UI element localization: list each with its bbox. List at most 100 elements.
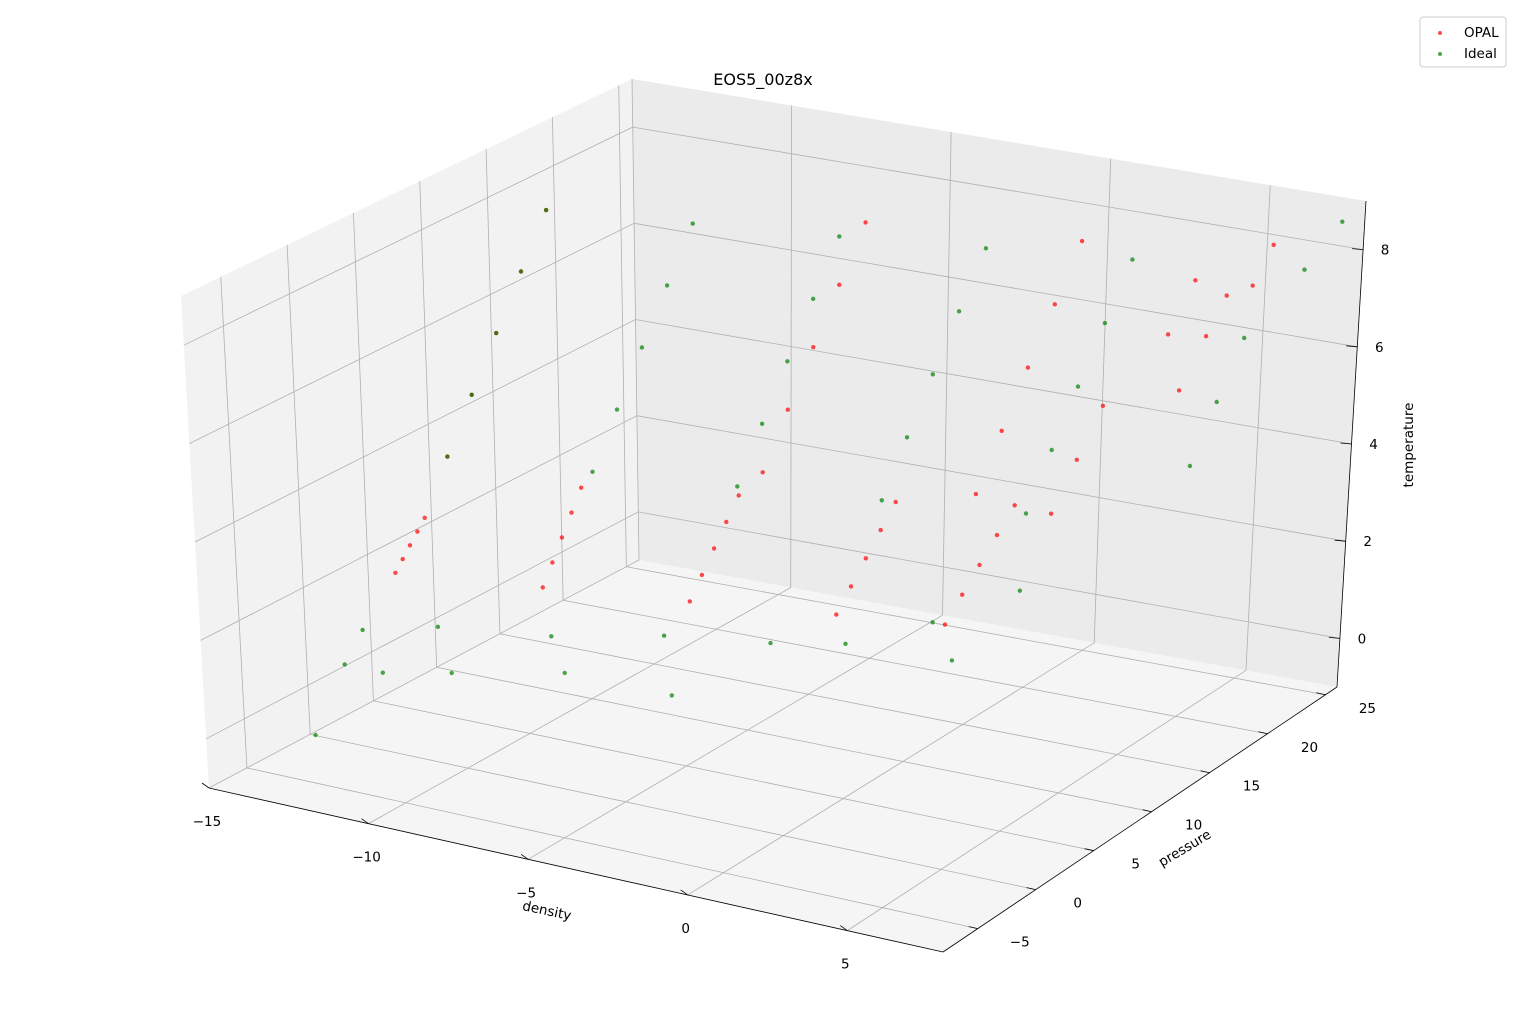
scatter-point-ideal bbox=[449, 670, 454, 676]
x-tick-label: −10 bbox=[352, 850, 381, 866]
scatter-point-ideal bbox=[879, 498, 884, 503]
y-gridline bbox=[485, 149, 1210, 774]
scatter-point-ideal bbox=[930, 620, 935, 625]
scatter-point-opal bbox=[407, 543, 413, 548]
scatter-point-ideal bbox=[469, 392, 474, 397]
scatter-point-opal bbox=[893, 499, 898, 505]
scatter-point-ideal bbox=[1023, 511, 1029, 516]
x-tick-label: 0 bbox=[681, 921, 690, 937]
scatter-point-opal bbox=[1079, 238, 1085, 244]
scatter-point-ideal bbox=[759, 421, 765, 426]
scatter-point-ideal bbox=[690, 221, 695, 226]
z-tick bbox=[1328, 637, 1340, 639]
scatter-point-ideal bbox=[494, 330, 499, 336]
scatter-point-opal bbox=[1052, 302, 1058, 307]
scatter-point-opal bbox=[973, 491, 979, 497]
scatter-point-opal bbox=[811, 345, 816, 350]
scatter-point-opal bbox=[687, 599, 692, 604]
z-gridline bbox=[194, 319, 1352, 543]
y-gridline bbox=[220, 276, 978, 930]
scatter-point-opal bbox=[579, 485, 584, 490]
scatter-point-ideal bbox=[313, 732, 318, 738]
scatter-point-opal bbox=[415, 529, 420, 534]
chart-title: EOS5_00z8x bbox=[713, 70, 812, 90]
legend-marker-opal bbox=[1438, 31, 1442, 35]
scatter-point-ideal bbox=[1302, 267, 1307, 272]
scatter-point-ideal bbox=[785, 359, 790, 364]
y-tick-label: 20 bbox=[1301, 740, 1318, 756]
y-tick-label: 15 bbox=[1243, 779, 1260, 795]
y-tick-label: 0 bbox=[1073, 896, 1082, 912]
legend: OPAL Ideal bbox=[1419, 16, 1507, 68]
scatter-point-opal bbox=[760, 470, 765, 475]
scatter-point-opal bbox=[1165, 332, 1171, 337]
scatter-point-ideal bbox=[1102, 320, 1108, 326]
z-axis-title: temperature bbox=[1401, 403, 1417, 488]
z-tick-label: 6 bbox=[1375, 340, 1384, 356]
x-gridline bbox=[687, 158, 1112, 896]
scatter-point-ideal bbox=[1130, 257, 1135, 262]
x-tick bbox=[361, 818, 369, 824]
scatter-point-ideal bbox=[543, 207, 549, 213]
scatter-point-opal bbox=[1271, 242, 1276, 247]
tick-labels: −15 −10 −5 0 5 −5 0 5 10 15 20 25 0 2 4 6 8 bbox=[193, 243, 1390, 973]
z-gridline bbox=[189, 222, 1358, 444]
y-tick bbox=[1258, 731, 1268, 735]
scatter-point-opal bbox=[736, 493, 741, 498]
scatter-point-ideal bbox=[735, 484, 740, 489]
scatter-point-opal bbox=[837, 282, 842, 287]
scatter-point-ideal bbox=[1049, 447, 1054, 453]
scatter-point-opal bbox=[400, 556, 405, 562]
x-axis-title: density bbox=[521, 898, 573, 924]
y-gridline bbox=[419, 181, 1152, 813]
z-tick bbox=[1340, 442, 1352, 445]
y-gridline bbox=[286, 244, 1036, 891]
scatter-point-opal bbox=[994, 532, 1000, 538]
y-tick bbox=[1026, 887, 1036, 891]
x-tick bbox=[520, 853, 529, 860]
scatter-point-ideal bbox=[360, 627, 365, 633]
scatter-point-opal bbox=[1100, 403, 1106, 408]
scatter-point-opal bbox=[1025, 365, 1031, 370]
scatter-point-ideal bbox=[811, 296, 816, 301]
scatter-point-ideal bbox=[639, 345, 645, 350]
scatter-point-ideal bbox=[904, 435, 910, 440]
scatter-point-opal bbox=[863, 220, 868, 225]
y-tick-label: 5 bbox=[1131, 857, 1140, 873]
x-gridline bbox=[527, 132, 952, 860]
y-tick bbox=[968, 926, 978, 930]
scatter-point-opal bbox=[540, 585, 545, 590]
scatter-point-ideal bbox=[562, 670, 567, 676]
y-tick-label: 10 bbox=[1185, 818, 1202, 834]
scatter-point-opal bbox=[422, 515, 427, 520]
scatter-point-opal bbox=[1203, 334, 1209, 339]
y-gridline bbox=[618, 85, 1326, 696]
scatter-point-opal bbox=[942, 622, 948, 627]
z-gridline bbox=[183, 126, 1364, 346]
x-tick-label: 5 bbox=[841, 957, 850, 973]
scatter-point-opal bbox=[878, 527, 883, 533]
scatter-point-ideal bbox=[1075, 384, 1081, 389]
scatter-point-ideal bbox=[956, 309, 962, 314]
z-gridline bbox=[200, 415, 1346, 641]
y-tick bbox=[1142, 809, 1152, 813]
y-tick-label: −5 bbox=[1010, 935, 1030, 951]
scatter-point-ideal bbox=[983, 246, 989, 251]
y-tick bbox=[1084, 848, 1094, 852]
x-tick bbox=[201, 782, 210, 789]
x-tick-label: −15 bbox=[193, 814, 222, 830]
scatter-point-opal bbox=[393, 570, 398, 575]
scatter-point-opal bbox=[1074, 457, 1080, 462]
x-gridline bbox=[208, 78, 640, 789]
scatter-point-ideal bbox=[518, 269, 524, 274]
x-tick bbox=[680, 889, 688, 896]
scatter-points bbox=[313, 207, 1345, 738]
legend-marker-ideal bbox=[1438, 52, 1442, 56]
scatter-point-opal bbox=[999, 428, 1004, 433]
x-gridline bbox=[368, 105, 792, 825]
scatter-point-opal bbox=[785, 407, 790, 412]
z-tick-label: 8 bbox=[1381, 243, 1390, 259]
scatter-point-opal bbox=[1176, 388, 1182, 393]
legend-label-ideal: Ideal bbox=[1464, 46, 1497, 62]
z-tick-label: 4 bbox=[1369, 437, 1378, 453]
